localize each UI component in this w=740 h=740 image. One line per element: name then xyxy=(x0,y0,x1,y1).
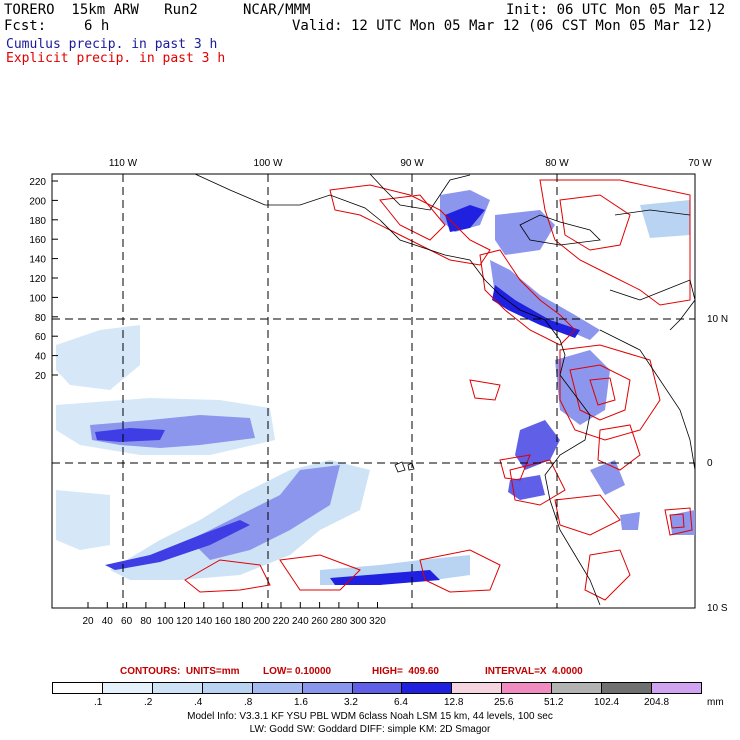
y-tick-label: 80 xyxy=(35,313,47,324)
model-info-line2: LW: Godd SW: Goddard DIFF: simple KM: 2D… xyxy=(249,724,491,735)
y-tick-label: 120 xyxy=(29,274,46,285)
x-tick-label: 100 xyxy=(157,616,174,627)
colorbar-label: 102.4 xyxy=(594,697,620,708)
colorbar-unit: mm xyxy=(707,697,724,708)
x-tick-label: 220 xyxy=(273,616,290,627)
colorbar-swatch xyxy=(202,683,253,693)
x-tick-label: 320 xyxy=(369,616,386,627)
precip-contours-explicit xyxy=(184,179,693,601)
contour-units: CONTOURS: UNITS=mm xyxy=(120,666,240,677)
x-tick-label: 120 xyxy=(176,616,193,627)
colorbar-label: 25.6 xyxy=(494,697,514,708)
x-tick-label: 280 xyxy=(331,616,348,627)
model-title: TORERO 15km ARW Run2 xyxy=(4,2,198,18)
x-tick-label: 160 xyxy=(215,616,232,627)
colorbar-swatch xyxy=(402,683,453,693)
x-tick-label: 200 xyxy=(253,616,270,627)
colorbar-swatch xyxy=(552,683,603,693)
x-tick-label: 20 xyxy=(82,616,94,627)
org-label: NCAR/MMM xyxy=(243,2,311,18)
lon-label-90w: 90 W xyxy=(400,158,424,169)
y-tick-label: 60 xyxy=(35,332,47,343)
explicit-legend: Explicit precip. in past 3 h xyxy=(6,51,226,66)
init-time: Init: 06 UTC Mon 05 Mar 12 xyxy=(506,2,726,18)
x-tick-label: 180 xyxy=(234,616,251,627)
x-tick-label: 260 xyxy=(311,616,328,627)
colorbar-swatch xyxy=(602,683,653,693)
lon-label-110w: 110 W xyxy=(109,158,138,169)
fcst-label: Fcst: xyxy=(4,18,47,34)
colorbar-swatch xyxy=(252,683,303,693)
x-tick-label: 240 xyxy=(292,616,309,627)
lon-label-70w: 70 W xyxy=(688,158,712,169)
colorbar-swatch xyxy=(102,683,153,693)
colorbar-label: 204.8 xyxy=(644,697,670,708)
colorbar-swatch xyxy=(452,683,503,693)
lon-label-100w: 100 W xyxy=(254,158,283,169)
colorbar-swatch xyxy=(652,683,701,693)
colorbar-swatch xyxy=(502,683,553,693)
colorbar-label: 1.6 xyxy=(294,697,308,708)
precip-fill-cumulus xyxy=(56,190,695,585)
cumulus-legend: Cumulus precip. in past 3 h xyxy=(6,37,218,52)
x-tick-label: 80 xyxy=(140,616,152,627)
y-tick-label: 200 xyxy=(29,196,46,207)
y-axis: 220 200 180 160 140 120 100 80 60 40 20 xyxy=(29,177,58,382)
lat-label-10n: 10 N xyxy=(707,314,728,325)
x-tick-label: 140 xyxy=(195,616,212,627)
x-tick-label: 300 xyxy=(350,616,367,627)
colorbar-label: 51.2 xyxy=(544,697,564,708)
contour-low: LOW= 0.10000 xyxy=(263,666,332,677)
y-tick-label: 180 xyxy=(29,216,46,227)
valid-time: Valid: 12 UTC Mon 05 Mar 12 (06 CST Mon … xyxy=(292,18,714,34)
model-info-line1: Model Info: V3.3.1 KF YSU PBL WDM 6class… xyxy=(187,711,553,722)
colorbar-label: .8 xyxy=(244,697,253,708)
colorbar-swatch xyxy=(302,683,353,693)
lon-label-80w: 80 W xyxy=(545,158,569,169)
x-tick-label: 60 xyxy=(121,616,133,627)
y-tick-label: 220 xyxy=(29,177,46,188)
y-tick-label: 160 xyxy=(29,235,46,246)
coastline xyxy=(194,173,696,606)
colorbar xyxy=(52,682,702,694)
colorbar-label: 6.4 xyxy=(394,697,408,708)
colorbar-label: .4 xyxy=(194,697,203,708)
contour-high: HIGH= 409.60 xyxy=(372,666,439,677)
y-tick-label: 20 xyxy=(35,371,47,382)
x-axis: 20 40 60 80 100 120 140 160 180 200 220 240 260 280 30… xyxy=(82,602,386,627)
colorbar-swatch xyxy=(352,683,403,693)
y-tick-label: 40 xyxy=(35,352,47,363)
colorbar-swatch xyxy=(152,683,203,693)
colorbar-label: 12.8 xyxy=(444,697,464,708)
lat-label-10s: 10 S xyxy=(707,603,728,614)
y-tick-label: 140 xyxy=(29,255,46,266)
lat-lon-grid xyxy=(52,174,695,608)
fcst-value: 6 h xyxy=(84,18,110,34)
precip-map: 110 W 100 W 90 W 80 W 70 W xyxy=(29,158,728,627)
colorbar-label: .1 xyxy=(94,697,103,708)
colorbar-label: 3.2 xyxy=(344,697,358,708)
lat-label-0: 0 xyxy=(707,458,713,469)
colorbar-label: .2 xyxy=(144,697,153,708)
contour-interval: INTERVAL=X 4.0000 xyxy=(485,666,583,677)
y-tick-label: 100 xyxy=(29,293,46,304)
colorbar-swatch xyxy=(53,683,103,693)
x-tick-label: 40 xyxy=(102,616,114,627)
